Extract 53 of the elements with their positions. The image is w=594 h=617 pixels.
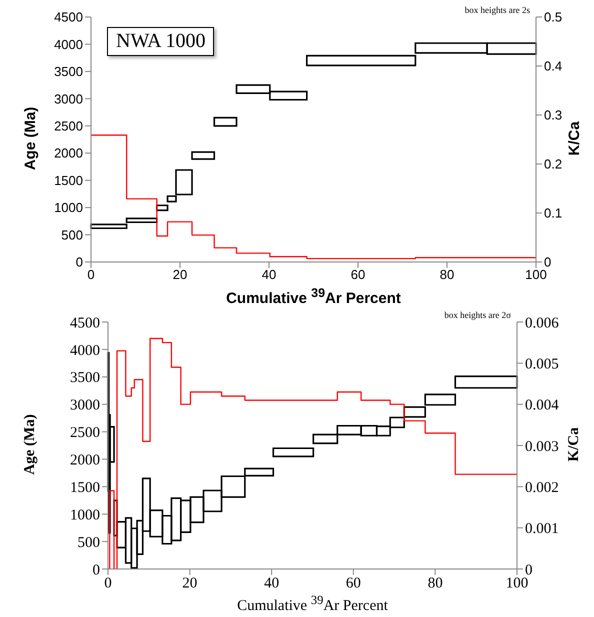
x-tick-label: 20 xyxy=(182,576,198,592)
x-tick-label: 0 xyxy=(104,576,112,592)
y2-tick-label: 0.004 xyxy=(525,398,560,414)
x-tick-label: 40 xyxy=(262,267,276,282)
y2-tick-label: 0.4 xyxy=(544,58,562,74)
y-tick-label: 2000 xyxy=(70,452,100,469)
x-axis-title: Cumulative $^{39}$Ar Percent xyxy=(236,593,389,615)
y-axis-title: Age (Ma) xyxy=(22,105,38,172)
y-tick-label: 1000 xyxy=(54,200,83,216)
text: box heights are 2σ xyxy=(444,310,511,320)
y-tick-label: 2500 xyxy=(70,425,100,442)
y-tick-label: 3000 xyxy=(54,91,83,106)
y2-tick-label: 0 xyxy=(525,562,532,578)
y2-axis-title: K/Ca xyxy=(566,426,582,464)
y2-axis-title: K/Ca xyxy=(566,120,582,158)
y-tick-label: 2000 xyxy=(54,146,83,161)
y2-tick-label: 0.003 xyxy=(525,438,559,455)
y2-tick-label: 0.006 xyxy=(525,315,560,332)
y2-tick-label: 0.005 xyxy=(525,356,559,372)
y-tick-label: 1000 xyxy=(70,507,100,524)
y-tick-label: 4500 xyxy=(70,315,100,332)
y2-tick-label: 0.3 xyxy=(544,108,562,123)
y-tick-label: 500 xyxy=(78,534,100,551)
x-tick-label: 100 xyxy=(506,576,528,592)
y2-tick-label: 0.2 xyxy=(544,156,562,172)
y-tick-label: 0 xyxy=(76,254,83,270)
annotation: NWA 1000 xyxy=(107,27,214,56)
y-tick-label: 2500 xyxy=(54,118,83,134)
y2-tick-label: 0 xyxy=(544,254,552,270)
x-tick-label: 80 xyxy=(428,576,443,592)
y-tick-label: 0 xyxy=(92,562,100,578)
y-tick-label: 500 xyxy=(61,227,83,242)
y-tick-label: 4000 xyxy=(70,342,100,359)
y2-tick-label: 0.1 xyxy=(544,206,562,221)
y-tick-label: 1500 xyxy=(70,480,100,496)
y-axis-title: Age (Ma) xyxy=(22,412,38,477)
y-tick-label: 3500 xyxy=(54,64,83,80)
y-tick-label: 3500 xyxy=(70,370,100,386)
y-tick-label: 1500 xyxy=(54,172,83,188)
x-tick-label: 40 xyxy=(264,576,280,592)
y-tick-label: 4500 xyxy=(54,10,83,25)
x-tick-label: 80 xyxy=(440,267,454,282)
y2-tick-label: 0.001 xyxy=(525,521,559,538)
x-axis-title: Cumulative $^{39}$Ar Percent xyxy=(225,286,402,307)
y2-tick-label: 0.5 xyxy=(544,10,562,25)
x-tick-label: 60 xyxy=(346,576,361,592)
y-tick-label: 3000 xyxy=(70,398,100,414)
x-tick-label: 60 xyxy=(350,267,366,282)
text: box heights are 2s xyxy=(464,5,530,15)
x-tick-label: 100 xyxy=(525,267,547,282)
y2-tick-label: 0.002 xyxy=(525,480,559,496)
x-tick-label: 20 xyxy=(172,267,188,282)
y-tick-label: 4000 xyxy=(54,36,83,52)
